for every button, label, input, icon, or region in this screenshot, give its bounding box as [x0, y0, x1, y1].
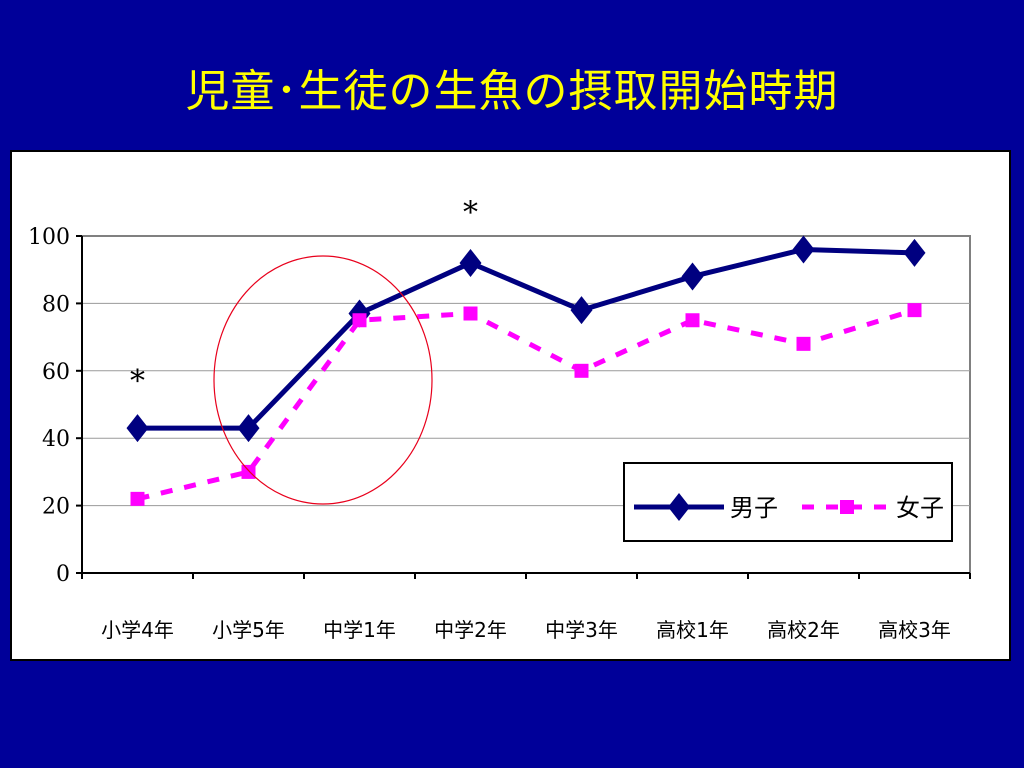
legend-label-male: 男子 [730, 494, 778, 522]
legend-marker-square [840, 500, 854, 514]
line-chart: 0 20 40 60 80 100 小学4年 小学5年 中学1年 中学2年 中学3年 高校1年 高校2年… [28, 195, 971, 642]
y-tick-label: 60 [42, 360, 70, 385]
data-point-diamond [126, 414, 149, 443]
highlight-circle [213, 255, 433, 505]
data-point-diamond [681, 262, 704, 291]
data-point-square [463, 306, 478, 321]
data-point-diamond [792, 235, 815, 264]
x-tick-label: 中学2年 [434, 618, 507, 642]
y-tick-label: 0 [56, 562, 70, 587]
data-point-square [130, 491, 145, 506]
legend-label-female: 女子 [896, 494, 944, 522]
series-line-2 [136, 307, 916, 502]
data-point-square [241, 464, 256, 479]
x-tick-label: 小学5年 [212, 618, 285, 642]
x-tick-label: 高校2年 [767, 618, 840, 642]
y-tick-label: 40 [42, 427, 70, 452]
data-point-diamond [903, 238, 926, 267]
data-point-square [796, 336, 811, 351]
x-tick-label: 中学1年 [323, 618, 396, 642]
significance-marker: * [463, 195, 478, 230]
series-line-1 [137, 246, 915, 431]
significance-marker: * [130, 364, 145, 399]
x-tick-label: 高校1年 [656, 618, 729, 642]
page-title: 児童･生徒の生魚の摂取開始時期 [185, 66, 839, 117]
data-point-diamond [459, 248, 482, 277]
y-tick-label: 100 [28, 225, 70, 250]
legend-marker-diamond [668, 493, 690, 521]
legend: 男子 女子 [623, 462, 953, 542]
data-point-square [685, 313, 700, 328]
y-tick-label: 80 [42, 292, 70, 317]
chart-frame: 0 20 40 60 80 100 小学4年 小学5年 中学1年 中学2年 中学3年 高校1年 高校2年… [10, 150, 1011, 661]
y-tick-label: 20 [42, 495, 70, 520]
data-point-diamond [237, 414, 260, 443]
data-point-square [352, 313, 367, 328]
x-tick-label: 小学4年 [101, 618, 174, 642]
data-point-diamond [570, 296, 593, 325]
data-point-square [907, 303, 922, 318]
data-point-square [574, 363, 589, 378]
x-tick-label: 高校3年 [878, 618, 951, 642]
x-tick-label: 中学3年 [545, 618, 618, 642]
